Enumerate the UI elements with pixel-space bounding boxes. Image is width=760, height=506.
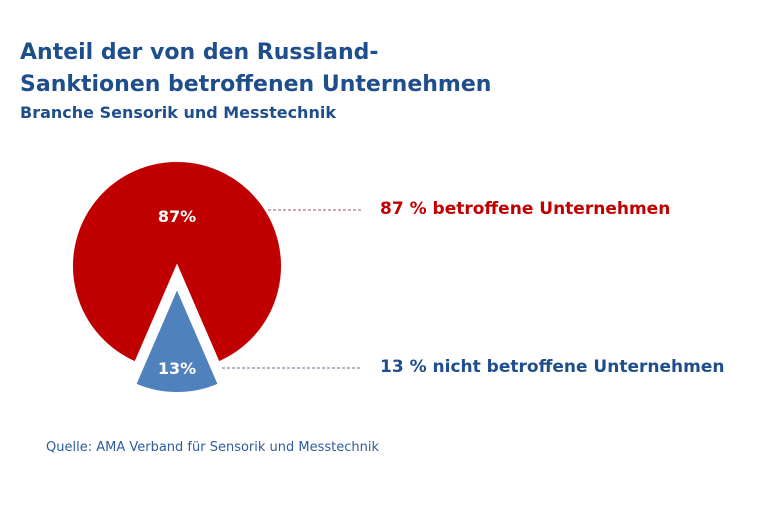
title-line-1: Anteil der von den Russland- xyxy=(20,40,379,65)
data-label-not-affected: 13% xyxy=(158,359,196,378)
pie-slice-affected xyxy=(71,160,283,364)
title-line-2: Sanktionen betroffenen Unternehmen xyxy=(20,72,492,97)
pie-slice-not-affected xyxy=(133,285,221,394)
subtitle: Branche Sensorik und Messtechnik xyxy=(20,103,336,122)
legend-label-not-affected: 13 % nicht betroffene Unternehmen xyxy=(380,357,725,377)
source-note: Quelle: AMA Verband für Sensorik und Mes… xyxy=(46,440,380,455)
data-label-affected: 87% xyxy=(158,207,196,226)
legend-label-affected: 87 % betroffene Unternehmen xyxy=(380,199,671,219)
